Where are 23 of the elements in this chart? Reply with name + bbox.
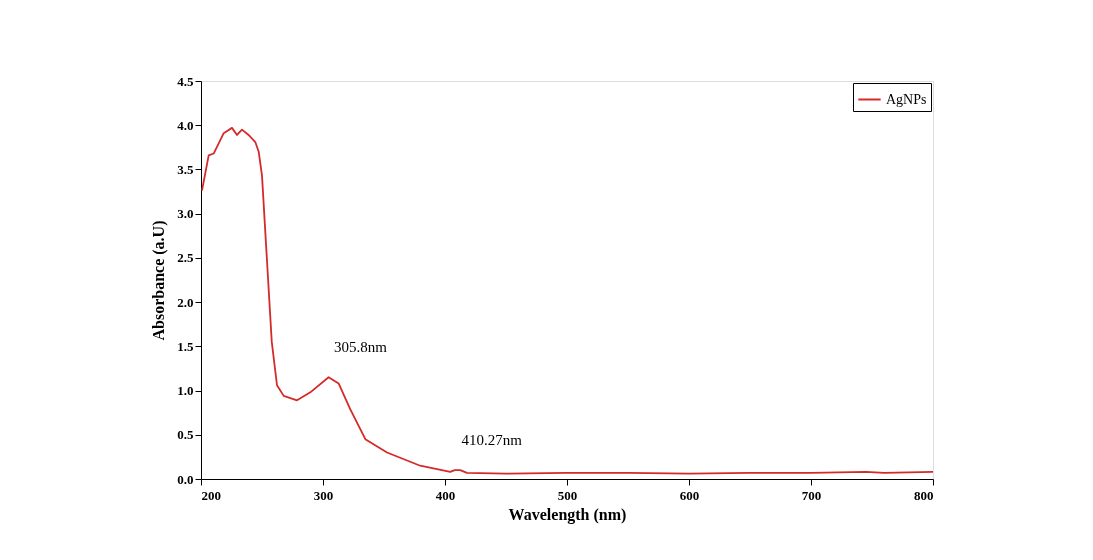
x-tick-label: 200 <box>201 487 221 503</box>
x-tick-label: 300 <box>313 487 334 503</box>
y-tick-label: 2.0 <box>177 294 194 310</box>
y-tick-label: 1.0 <box>177 383 194 399</box>
annotation: 305.8nm <box>334 339 388 356</box>
x-tick-label: 400 <box>435 487 456 503</box>
y-axis-title: Absorbance (a.U) <box>150 220 169 341</box>
x-tick-label: 500 <box>557 487 578 503</box>
x-tick-label: 700 <box>801 487 822 503</box>
x-axis-title: Wavelength (nm) <box>508 505 627 524</box>
legend-label: AgNPs <box>886 91 927 107</box>
y-tick-label: 2.5 <box>177 250 194 266</box>
y-tick-label: 1.5 <box>177 338 194 354</box>
x-tick-label: 600 <box>679 487 700 503</box>
y-tick-label: 0.0 <box>177 471 194 487</box>
y-tick-label: 3.0 <box>177 206 194 222</box>
annotation: 410.27nm <box>461 432 523 449</box>
y-tick-label: 3.5 <box>177 161 194 177</box>
line-series <box>201 126 934 475</box>
y-tick-label: 4.0 <box>177 117 194 133</box>
y-tick-label: 0.5 <box>177 427 194 443</box>
y-tick-label: 4.5 <box>177 73 194 89</box>
x-tick-label: 800 <box>914 487 934 503</box>
